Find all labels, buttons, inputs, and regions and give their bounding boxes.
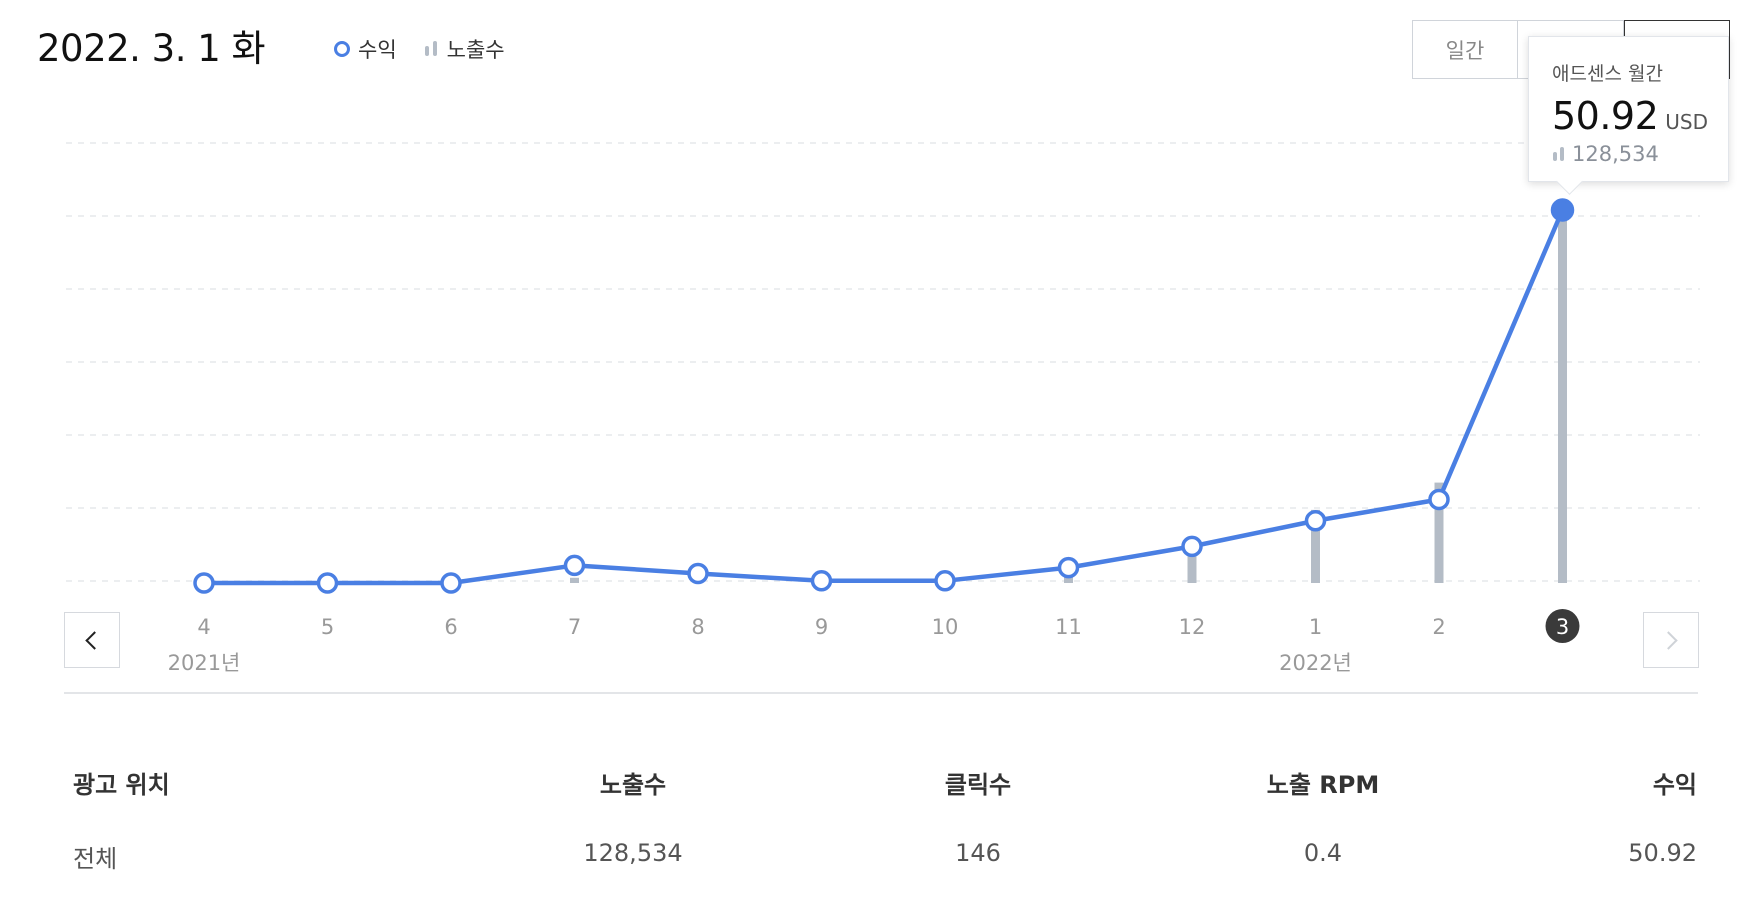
bar-chart-icon [1553,147,1564,161]
legend-impressions-label: 노출수 [446,38,505,62]
x-tick-label[interactable]: 8 [691,615,704,639]
chart-legend: 수익 노출수 [334,34,505,64]
chevron-right-icon [1659,630,1678,650]
x-tick-label[interactable]: 3 [1556,615,1569,639]
legend-item-revenue: 수익 [334,34,397,64]
page-title: 2022. 3. 1 화 [37,27,266,70]
x-tick-label[interactable]: 10 [932,615,959,639]
selected-month-badge [1545,609,1580,643]
x-tick-label[interactable]: 6 [444,615,457,639]
header-clicks: 클릭수 [944,771,1012,799]
prev-period-button[interactable] [64,612,120,668]
tooltip-revenue-value: 50.92 [1552,94,1659,138]
revenue-point[interactable] [1057,556,1080,579]
chart-tooltip: 애드센스 월간 50.92 USD 128,534 [1528,36,1729,182]
chevron-left-icon [85,630,104,650]
x-tick-label[interactable]: 9 [815,615,828,639]
revenue-line [201,207,1565,586]
revenue-dot-icon [334,41,350,57]
impression-bar [1434,482,1444,583]
revenue-point[interactable] [316,572,339,594]
placement-table: 광고 위치 노출수 클릭수 노출 RPM 수익 전체 128,534 146 0… [73,765,1697,883]
cell-placement: 전체 [73,845,118,873]
revenue-point[interactable] [687,562,709,585]
impression-bar [1311,509,1320,583]
toggle-daily-button[interactable]: 일간 [1412,20,1518,79]
revenue-point[interactable] [1550,198,1575,222]
impression-bar [1558,210,1567,583]
revenue-point[interactable] [810,570,833,592]
year-label: 2021년 [168,651,241,675]
table-row: 전체 128,534 146 0.4 50.92 [73,839,1697,883]
cell-impressions: 128,534 [583,839,683,867]
bar-chart-icon [424,41,437,56]
x-tick-label[interactable]: 4 [197,615,210,639]
revenue-point[interactable] [934,570,956,592]
revenue-point[interactable] [193,572,215,594]
header-placement: 광고 위치 [73,771,170,799]
tooltip-unit: USD [1665,110,1709,134]
x-tick-label[interactable]: 11 [1055,615,1082,639]
impression-bar [570,577,579,583]
legend-item-impressions: 노출수 [423,34,505,64]
cell-rpm: 0.4 [1303,839,1343,867]
legend-revenue-label: 수익 [358,38,397,62]
impression-bars [570,210,1567,583]
tooltip-title: 애드센스 월간 [1552,63,1663,85]
x-tick-label[interactable]: 12 [1179,615,1206,639]
cell-clicks: 146 [955,839,1001,867]
tooltip-value-row: 50.92 USD [1552,94,1728,138]
x-tick-label[interactable]: 2 [1432,615,1445,639]
revenue-point[interactable] [563,554,586,577]
x-tick-label[interactable]: 7 [568,615,581,639]
revenue-points [193,198,1575,594]
revenue-point[interactable] [440,572,462,594]
revenue-point[interactable] [1304,509,1327,532]
impression-bar [1187,540,1197,583]
tooltip-impressions-value: 128,534 [1572,142,1659,166]
next-period-button[interactable] [1643,612,1699,668]
cell-revenue: 50.92 [1628,839,1697,867]
divider [64,692,1698,694]
table-header-row: 광고 위치 노출수 클릭수 노출 RPM 수익 [73,765,1697,809]
year-label: 2022년 [1279,651,1352,675]
chart-grid [66,142,1700,582]
revenue-series-line [201,207,1565,586]
header-impressions: 노출수 [599,771,667,799]
revenue-point[interactable] [1428,488,1450,511]
revenue-point[interactable] [1181,535,1203,558]
x-tick-label[interactable]: 5 [321,615,334,639]
header-revenue: 수익 [1652,771,1697,799]
header-rpm: 노출 RPM [1266,771,1380,799]
x-tick-label[interactable]: 1 [1309,615,1322,639]
tooltip-impressions-row: 128,534 [1552,142,1728,166]
